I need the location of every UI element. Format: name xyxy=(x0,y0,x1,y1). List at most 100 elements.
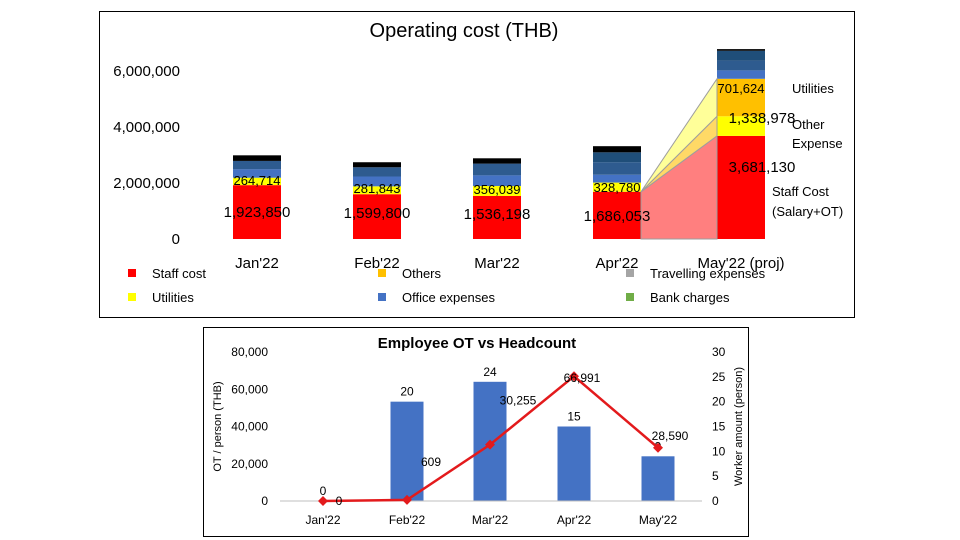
bar-segment-travelling-expenses xyxy=(233,160,281,170)
legend-swatch xyxy=(128,293,136,301)
bar-segment-staff-cost xyxy=(717,135,765,239)
ot-marker xyxy=(485,439,495,450)
ot-label: 28,590 xyxy=(652,429,689,443)
ot-label: 609 xyxy=(421,455,441,469)
operating-cost-chart: Operating cost (THB) 0 2,000,000 4,000,000 6… xyxy=(113,20,843,305)
bar-segment-staff-cost xyxy=(353,194,401,239)
x-tick-label: Mar'22 xyxy=(472,513,509,527)
x-tick-label: May'22 xyxy=(639,513,678,527)
y-tick-label: 60,000 xyxy=(231,382,268,396)
ot-label: 30,255 xyxy=(500,394,537,408)
bar-segment-staff-cost xyxy=(593,191,641,239)
y2-tick-label: 0 xyxy=(712,494,719,508)
headcount-label: 15 xyxy=(567,410,581,424)
bar-segment-utilities xyxy=(233,177,281,186)
y-tick-label: 2,000,000 xyxy=(113,175,180,192)
ot-label: 66,991 xyxy=(564,371,601,385)
y-tick-label: 6,000,000 xyxy=(113,63,180,80)
y-tick-label: 4,000,000 xyxy=(113,119,180,136)
data-label-utilities: 281,843 xyxy=(354,181,401,196)
y2-tick-label: 15 xyxy=(712,420,726,434)
data-label-staff-cost: 1,923,850 xyxy=(224,204,291,221)
legend-label: Utilities xyxy=(152,290,194,305)
data-label-utilities: 356,039 xyxy=(474,182,521,197)
headcount-label: 24 xyxy=(483,365,497,379)
data-label-others: 1,338,978 xyxy=(729,110,796,127)
bar-segment-office-expenses xyxy=(717,70,765,79)
y2-tick-label: 30 xyxy=(712,345,726,359)
data-label-staff-cost: 1,536,198 xyxy=(464,206,531,223)
bar-segment-bank-charges xyxy=(593,152,641,163)
x-tick-label: May'22 (proj) xyxy=(697,255,784,272)
bar-segment-staff-cost xyxy=(473,195,521,239)
headcount-bar xyxy=(557,426,591,501)
x-tick-label: Apr'22 xyxy=(557,513,592,527)
ot-headcount-chart-panel: Employee OT vs Headcount 0 20,000 40,000 60,… xyxy=(203,327,749,537)
bar-segment-other xyxy=(353,162,401,168)
y-tick-label: 20,000 xyxy=(231,457,268,471)
bar-segment-office-expenses xyxy=(593,174,641,183)
y2-tick-label: 5 xyxy=(712,469,719,483)
ot-headcount-chart: Employee OT vs Headcount 0 20,000 40,000 60,… xyxy=(212,335,745,527)
legend-swatch xyxy=(378,269,386,277)
y2-tick-label: 20 xyxy=(712,395,726,409)
legend-swatch xyxy=(626,293,634,301)
y2-tick-label: 25 xyxy=(712,370,726,384)
bar-segment-utilities xyxy=(593,182,641,192)
ot-marker xyxy=(569,371,579,382)
data-label-utilities: 264,714 xyxy=(234,173,281,188)
bar-segment-utilities xyxy=(353,186,401,195)
headcount-label: 20 xyxy=(400,385,414,399)
chart-title: Operating cost (THB) xyxy=(370,20,559,42)
legend-label: Staff cost xyxy=(152,266,206,281)
x-tick-label: Feb'22 xyxy=(389,513,426,527)
annotation-text: Other xyxy=(792,117,825,132)
x-tick-label: Jan'22 xyxy=(235,255,279,272)
data-label-staff-cost: 3,681,130 xyxy=(729,159,796,176)
bar-segment-utilities xyxy=(473,186,521,196)
bar-segment-other xyxy=(473,158,521,164)
x-tick-label: Apr'22 xyxy=(596,255,639,272)
legend-swatch xyxy=(378,293,386,301)
bar-segment-office-expenses xyxy=(473,175,521,187)
bar-segment-other xyxy=(717,49,765,51)
operating-cost-chart-panel: Operating cost (THB) 0 2,000,000 4,000,000 6… xyxy=(99,11,855,318)
ot-label: 0 xyxy=(336,494,343,508)
headcount-label: 0 xyxy=(320,484,327,498)
bar-segment-staff-cost xyxy=(233,185,281,239)
bar-segment-utilities xyxy=(717,116,765,136)
bar-segment-travelling-expenses xyxy=(717,60,765,71)
legend-label: Travelling expenses xyxy=(650,266,766,281)
bar-segment-travelling-expenses xyxy=(473,163,521,176)
legend-label: Others xyxy=(402,266,442,281)
bar-segment-office-expenses xyxy=(353,176,401,187)
ot-marker xyxy=(402,494,412,505)
bar-segment-office-expenses xyxy=(233,169,281,178)
data-label-utilities: 701,624 xyxy=(718,81,765,96)
annotation-text: (Salary+OT) xyxy=(772,204,843,219)
bar-segment-travelling-expenses xyxy=(593,162,641,175)
y-tick-label: 40,000 xyxy=(231,420,268,434)
y2-tick-label: 10 xyxy=(712,444,726,458)
data-label-utilities: 328,780 xyxy=(594,180,641,195)
y-tick-label: 80,000 xyxy=(231,345,268,359)
ot-marker xyxy=(653,442,663,453)
y2-axis-label: Worker amount (person) xyxy=(733,367,745,486)
headcount-bar xyxy=(641,456,675,501)
data-label-staff-cost: 1,686,053 xyxy=(584,208,651,225)
y-tick-label: 0 xyxy=(261,494,268,508)
bar-segment-travelling-expenses xyxy=(353,167,401,177)
ot-marker xyxy=(318,496,328,506)
legend-swatch xyxy=(626,269,634,277)
bar-segment-bank-charges xyxy=(717,50,765,61)
y-tick-label: 0 xyxy=(172,231,180,248)
data-label-staff-cost: 1,599,800 xyxy=(344,205,411,222)
legend-label: Bank charges xyxy=(650,290,730,305)
y-axis-label: OT / person (THB) xyxy=(212,381,224,471)
x-tick-label: Mar'22 xyxy=(474,255,519,272)
annotation-text: Expense xyxy=(792,136,843,151)
bar-segment-others xyxy=(717,78,765,117)
x-tick-label: Jan'22 xyxy=(306,513,341,527)
annotation-text: Staff Cost xyxy=(772,184,829,199)
annotation-text: Utilities xyxy=(792,81,834,96)
